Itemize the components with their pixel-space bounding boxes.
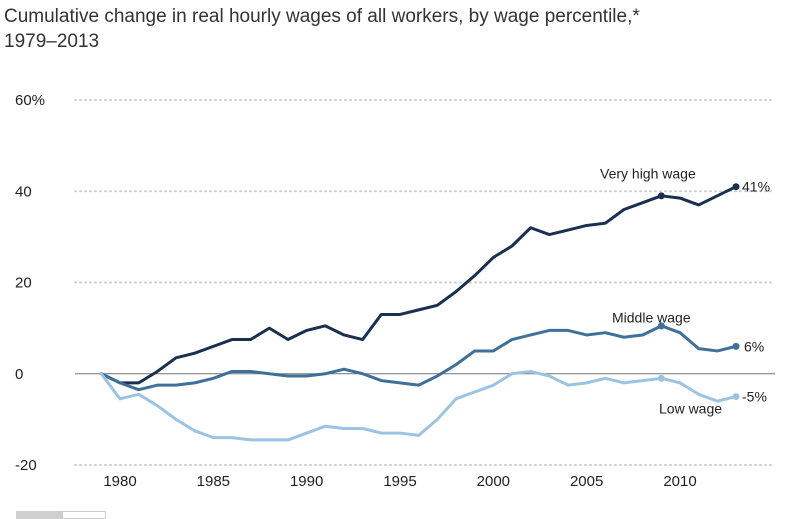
- series-marker: [732, 183, 740, 191]
- gridlines: [74, 99, 776, 466]
- series-marker: [657, 192, 665, 200]
- series-marker: [732, 393, 740, 401]
- series-line: [99, 369, 738, 442]
- series-marker: [732, 342, 740, 350]
- x-tick-label: 1985: [197, 473, 230, 490]
- series-end-value-label: -5%: [742, 389, 767, 405]
- footer-tab-1: [16, 511, 62, 519]
- series-name-label: Very high wage: [600, 166, 696, 182]
- y-tick-label: 0: [15, 366, 23, 383]
- x-tick-label: 1990: [290, 473, 323, 490]
- chart-title: Cumulative change in real hourly wages o…: [4, 4, 640, 54]
- y-tick-label: 40: [15, 183, 32, 200]
- y-tick-label: 60%: [15, 92, 45, 109]
- series-end-value-label: 41%: [742, 179, 770, 195]
- y-tick-label: -20: [15, 457, 37, 474]
- series-marker: [657, 322, 665, 330]
- series-labels: Very high wage 41% Middle wage 6% Low wage -5…: [600, 166, 770, 417]
- footer-tabs: [0, 511, 110, 519]
- series-name-label: Middle wage: [612, 309, 691, 325]
- x-tick-label: 2010: [663, 473, 696, 490]
- series-name-label: Low wage: [659, 401, 722, 417]
- series-end-value-label: 6%: [744, 338, 764, 354]
- series-line: [99, 185, 738, 385]
- series-lines: [99, 183, 740, 442]
- chart-title-line-2: 1979–2013: [4, 31, 100, 52]
- x-tick-label: 2005: [570, 473, 603, 490]
- series-marker: [657, 374, 665, 382]
- footer-tab-2: [62, 511, 106, 519]
- x-axis-ticks: 1980 1985 1990 1995 2000 2005 2010: [103, 473, 696, 490]
- chart-title-line-1: Cumulative change in real hourly wages o…: [4, 6, 640, 27]
- x-tick-label: 2000: [477, 473, 510, 490]
- x-tick-label: 1980: [103, 473, 136, 490]
- y-axis-ticks: 60% 40 20 0 -20: [15, 92, 45, 474]
- series-line: [99, 324, 738, 392]
- y-tick-label: 20: [15, 275, 32, 292]
- x-tick-label: 1995: [383, 473, 416, 490]
